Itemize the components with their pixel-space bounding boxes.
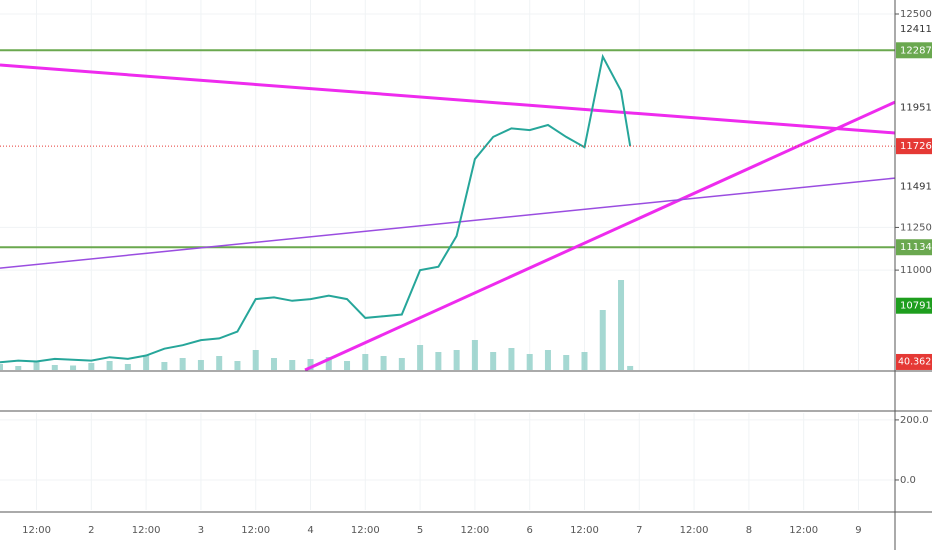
price-tag: [896, 138, 932, 155]
price-tag: [896, 42, 932, 59]
price-tag: [896, 297, 932, 314]
volume-bar: [581, 352, 588, 370]
y-tick-label: 0.0: [900, 475, 916, 486]
volume-bar: [289, 360, 296, 370]
price-tag-label: 12287.5: [900, 45, 932, 56]
volume-bar: [161, 362, 168, 370]
x-tick-label: 5: [417, 525, 423, 536]
volume-bar: [344, 361, 351, 370]
x-tick-label: 9: [855, 525, 861, 536]
volume-bar: [563, 355, 570, 370]
price-line: [0, 53, 632, 364]
volume-bar: [544, 350, 551, 370]
volume-bar: [526, 354, 533, 370]
volume-bar: [380, 356, 387, 370]
volume-bar: [124, 364, 131, 370]
volume-bar: [197, 360, 204, 370]
volume-bar: [15, 366, 22, 370]
volume-bar: [325, 357, 332, 370]
volume-bar: [417, 345, 424, 370]
y-tick-label: 11000.0: [900, 265, 932, 276]
x-tick-label: 12:00: [22, 525, 51, 536]
x-tick-label: 7: [636, 525, 642, 536]
y-tick-label: 200.0: [900, 415, 929, 426]
x-tick-label: 4: [307, 525, 313, 536]
volume-bar: [471, 340, 478, 370]
x-tick-label: 2: [88, 525, 94, 536]
trend-line: [0, 177, 896, 269]
volume-bar: [398, 358, 405, 370]
x-tick-label: 12:00: [351, 525, 380, 536]
volume-bar: [453, 350, 460, 370]
price-tag-label: 11491.0: [900, 181, 932, 192]
volume-bar: [51, 365, 58, 370]
volume-bar: [106, 361, 113, 370]
volume-bar: [270, 358, 277, 370]
volume-bar: [252, 350, 259, 370]
price-tag: [896, 239, 932, 256]
volume-bar: [216, 356, 223, 370]
x-tick-label: 12:00: [460, 525, 489, 536]
price-tag-label: 11951.5: [900, 103, 932, 114]
x-tick-label: 8: [746, 525, 752, 536]
volume-bar: [627, 365, 634, 370]
y-tick-label: 12500.0: [900, 9, 932, 20]
volume-bar: [70, 365, 77, 370]
x-tick-label: 12:00: [680, 525, 709, 536]
x-tick-label: 3: [198, 525, 204, 536]
x-tick-label: 12:00: [789, 525, 818, 536]
x-tick-label: 12:00: [132, 525, 161, 536]
volume-bar: [143, 355, 150, 370]
trend-line: [0, 63, 896, 135]
y-tick-label: 11250.0: [900, 222, 932, 233]
volume-bar: [508, 348, 515, 370]
x-tick-label: 6: [527, 525, 533, 536]
volume-bar: [490, 352, 497, 370]
volume-tag-label: 40.362M: [898, 356, 932, 367]
volume-bar: [234, 361, 241, 370]
x-tick-label: 12:00: [570, 525, 599, 536]
volume-bar: [435, 352, 442, 370]
price-tag-label: 11134.0: [900, 242, 932, 253]
x-tick-label: 12:00: [241, 525, 270, 536]
volume-bar: [307, 359, 314, 370]
volume-bar: [33, 362, 40, 370]
volume-bar: [618, 280, 625, 370]
price-tag-label: 10791.5: [900, 301, 932, 312]
volume-bar: [362, 354, 369, 370]
volume-bar: [0, 364, 3, 370]
volume-bar: [88, 363, 95, 370]
volume-tag: [896, 353, 932, 370]
volume-bar: [179, 358, 186, 370]
price-tag-label: 12411.5: [900, 24, 932, 35]
trend-line: [304, 100, 896, 372]
volume-bar: [599, 310, 606, 370]
price-tag-label: 11726.0: [900, 141, 932, 152]
